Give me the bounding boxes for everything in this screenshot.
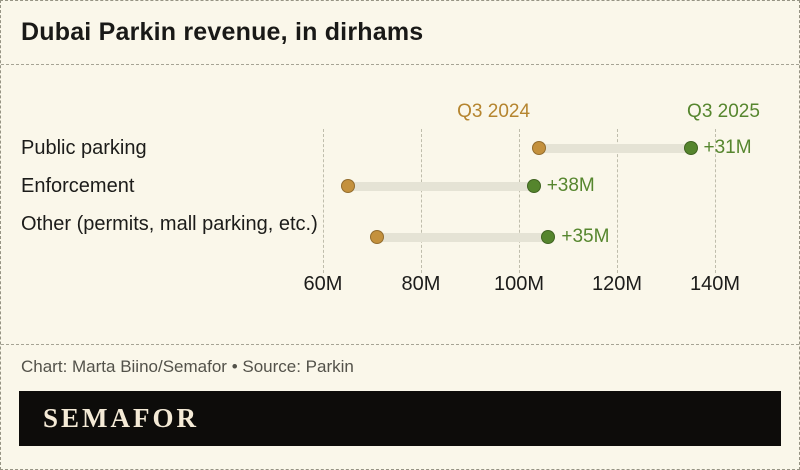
legend-q3-2024: Q3 2024 bbox=[457, 101, 531, 122]
delta-label: +38M bbox=[546, 175, 595, 196]
dot-q3-2025 bbox=[683, 141, 698, 155]
page-title: Dubai Parkin revenue, in dirhams bbox=[21, 18, 424, 46]
dumbbell-chart: Public parking Enforcement Other (permit… bbox=[1, 65, 799, 345]
dot-q3-2024 bbox=[531, 141, 546, 155]
x-tick-label: 100M bbox=[493, 273, 545, 295]
delta-label: +35M bbox=[561, 226, 610, 247]
gridline bbox=[323, 129, 324, 273]
category-label-public-parking: Public parking bbox=[21, 137, 147, 159]
chart-header: Dubai Parkin revenue, in dirhams bbox=[1, 1, 799, 65]
credit-line: Chart: Marta Biino/Semafor • Source: Par… bbox=[21, 357, 354, 376]
x-tick-label: 140M bbox=[689, 273, 741, 295]
dot-q3-2025 bbox=[526, 179, 541, 193]
dot-q3-2024 bbox=[369, 230, 384, 244]
dot-q3-2024 bbox=[340, 179, 355, 193]
dumbbell-connector bbox=[344, 181, 537, 191]
gridline bbox=[715, 129, 716, 273]
dumbbell-connector bbox=[535, 143, 694, 153]
category-label-enforcement: Enforcement bbox=[21, 175, 135, 197]
category-label-other: Other (permits, mall parking, etc.) bbox=[21, 213, 318, 235]
gridline bbox=[617, 129, 618, 273]
semafor-logo: SEMAFOR bbox=[43, 403, 199, 433]
gridline bbox=[519, 129, 520, 273]
delta-label: +31M bbox=[703, 137, 752, 158]
semafor-logo-bar: SEMAFOR bbox=[19, 391, 781, 446]
x-tick-label: 80M bbox=[401, 273, 441, 295]
dumbbell-connector bbox=[373, 232, 552, 242]
x-tick-label: 120M bbox=[591, 273, 643, 295]
legend-q3-2025: Q3 2025 bbox=[687, 101, 760, 122]
x-tick-label: 60M bbox=[303, 273, 343, 295]
gridline bbox=[421, 129, 422, 273]
dot-q3-2025 bbox=[541, 230, 556, 244]
